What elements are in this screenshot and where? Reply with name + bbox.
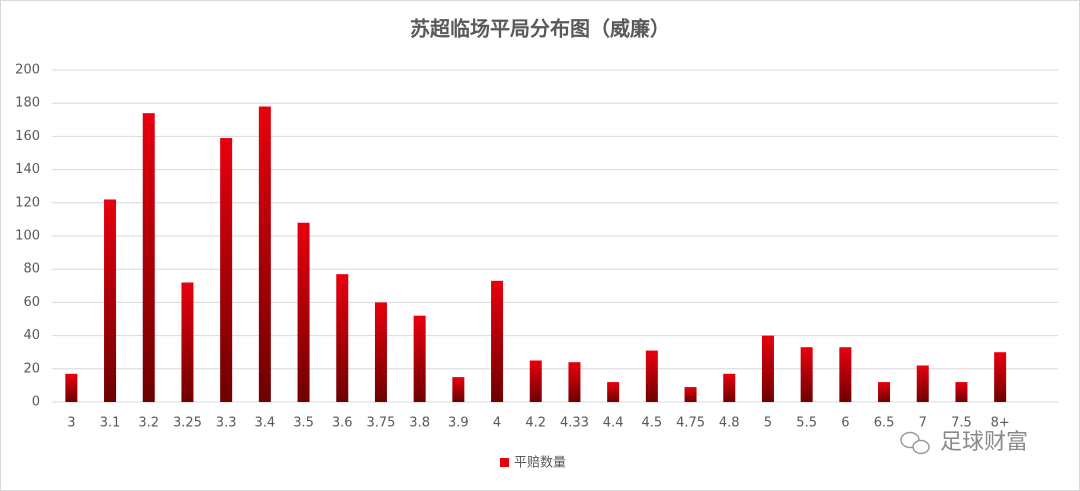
x-tick-label: 3.75 bbox=[366, 416, 395, 431]
x-tick-label: 6.5 bbox=[874, 416, 895, 431]
x-tick-label: 3 bbox=[67, 416, 75, 431]
y-tick-label: 100 bbox=[15, 229, 40, 244]
x-tick-label: 4.4 bbox=[603, 416, 624, 431]
bar bbox=[723, 373, 736, 402]
y-tick-label: 60 bbox=[23, 295, 40, 310]
x-tick-label: 3.9 bbox=[448, 416, 469, 431]
y-tick-label: 200 bbox=[15, 63, 40, 78]
y-tick-label: 180 bbox=[15, 96, 40, 111]
x-tick-label: 3.2 bbox=[138, 416, 159, 431]
y-tick-label: 20 bbox=[23, 361, 40, 376]
bar bbox=[65, 373, 78, 402]
bar bbox=[491, 280, 504, 402]
x-tick-label: 3.5 bbox=[293, 416, 314, 431]
chart-title: 苏超临场平局分布图（威廉） bbox=[410, 17, 670, 41]
bar bbox=[761, 335, 774, 402]
x-tick-label: 4.33 bbox=[560, 416, 589, 431]
bar bbox=[839, 347, 852, 402]
legend-swatch bbox=[500, 458, 509, 467]
bar bbox=[529, 360, 542, 402]
bar bbox=[336, 274, 349, 402]
bar bbox=[878, 382, 891, 402]
bar bbox=[645, 350, 658, 402]
x-tick-label: 3.3 bbox=[216, 416, 237, 431]
legend-label: 平赔数量 bbox=[514, 456, 566, 471]
bar bbox=[452, 377, 465, 402]
x-tick-label: 5.5 bbox=[796, 416, 817, 431]
bar bbox=[413, 315, 426, 402]
x-tick-label: 7.5 bbox=[951, 416, 972, 431]
x-tick-label: 3.25 bbox=[173, 416, 202, 431]
bar bbox=[258, 106, 271, 403]
watermark-icon bbox=[900, 431, 930, 455]
bar bbox=[104, 199, 117, 402]
x-tick-label: 5 bbox=[764, 416, 772, 431]
bar bbox=[955, 382, 968, 402]
x-tick-label: 6 bbox=[841, 416, 849, 431]
bar bbox=[142, 113, 155, 402]
x-tick-label: 3.6 bbox=[332, 416, 353, 431]
bar bbox=[994, 352, 1007, 402]
x-tick-label: 4.5 bbox=[642, 416, 663, 431]
x-tick-label: 3.4 bbox=[255, 416, 276, 431]
watermark: 足球财富 bbox=[940, 430, 1028, 455]
x-tick-label: 7 bbox=[919, 416, 927, 431]
bar bbox=[374, 302, 387, 402]
bar bbox=[607, 382, 620, 402]
y-tick-label: 40 bbox=[23, 328, 40, 343]
bar bbox=[220, 138, 233, 402]
x-tick-label: 3.1 bbox=[100, 416, 121, 431]
y-tick-label: 0 bbox=[32, 395, 40, 410]
bar bbox=[181, 282, 194, 402]
x-tick-label: 3.8 bbox=[409, 416, 430, 431]
bar bbox=[568, 362, 581, 402]
y-tick-label: 160 bbox=[15, 129, 40, 144]
bar bbox=[916, 365, 929, 402]
bar bbox=[297, 222, 310, 402]
x-tick-label: 4.75 bbox=[676, 416, 705, 431]
bar bbox=[800, 347, 813, 402]
y-tick-label: 140 bbox=[15, 162, 40, 177]
x-tick-label: 8+ bbox=[991, 416, 1010, 431]
y-tick-label: 120 bbox=[15, 195, 40, 210]
x-tick-label: 4.8 bbox=[719, 416, 740, 431]
y-tick-label: 80 bbox=[23, 262, 40, 277]
x-tick-label: 4 bbox=[493, 416, 501, 431]
x-tick-label: 4.2 bbox=[525, 416, 546, 431]
bar bbox=[684, 387, 697, 402]
